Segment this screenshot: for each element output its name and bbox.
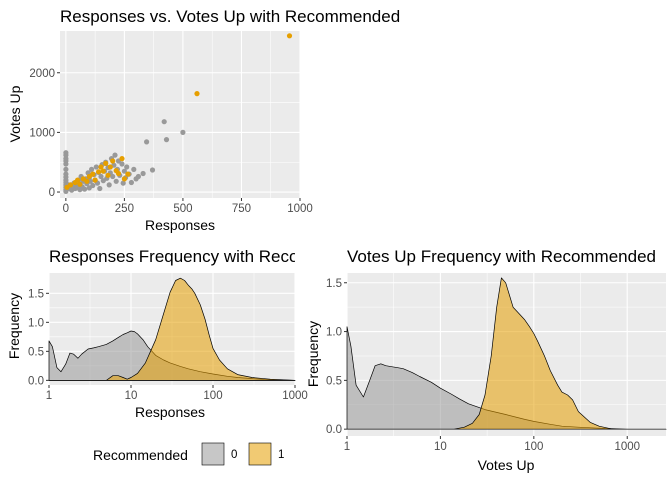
- scatter-point-rec-1: [67, 182, 74, 188]
- scatter-point-rec-1: [92, 177, 98, 183]
- scatter-point-rec-0: [161, 119, 167, 125]
- density-area-rec-1: [48, 277, 296, 381]
- x-tick-label: 750: [232, 203, 251, 215]
- votes-up-density-title: Votes Up Frequency with Recommended: [347, 247, 656, 266]
- x-tick-label: 1: [344, 441, 350, 453]
- x-tick-label: 1: [46, 390, 52, 402]
- scatter-point-rec-0: [90, 182, 96, 189]
- scatter-title: Responses vs. Votes Up with Recommended: [60, 7, 400, 26]
- y-tick-label: 0.0: [28, 375, 44, 387]
- y-tick-label: 1.5: [28, 288, 44, 300]
- legend-label-1: 1: [278, 449, 284, 461]
- scatter-point-rec-0: [89, 166, 95, 172]
- scatter-point-rec-1: [98, 164, 104, 170]
- legend-title: Recommended: [93, 447, 188, 463]
- votes-up-density-areas: [346, 277, 667, 430]
- scatter-point-rec-0: [121, 168, 127, 174]
- x-tick-label: 100: [203, 390, 222, 402]
- scatter-point-rec-1: [119, 156, 125, 162]
- scatter-point-rec-0: [128, 179, 134, 186]
- scatter-point-rec-0: [63, 161, 69, 167]
- scatter-point-rec-0: [63, 166, 69, 172]
- x-tick-label: 0: [63, 203, 69, 215]
- votes-up-density-tick-labels: 1 10 100 1000 0.0 0.5 1.0 1.5: [326, 278, 640, 453]
- x-tick-label: 1000: [287, 203, 313, 215]
- scatter-point-rec-0: [93, 164, 99, 170]
- responses-density-y-axis-title: Frequency: [6, 293, 22, 359]
- scatter-point-rec-0: [106, 182, 112, 188]
- y-tick-label: 1.0: [326, 327, 342, 339]
- responses-density-tick-labels: 1 10 100 1000 0.0 0.5 1.0 1.5: [28, 288, 308, 402]
- scatter-points: [63, 33, 293, 194]
- scatter-point-rec-0: [180, 129, 186, 135]
- x-tick-label: 500: [173, 203, 192, 215]
- responses-density-areas: [48, 277, 296, 381]
- scatter-point-rec-0: [149, 167, 156, 173]
- scatter-point-rec-1: [90, 171, 96, 177]
- responses-density-x-axis-title: Responses: [135, 404, 205, 420]
- scatter-point-rec-1: [96, 169, 102, 175]
- x-tick-label: 100: [524, 441, 543, 453]
- scatter-point-rec-1: [286, 33, 293, 39]
- scatter-point-rec-0: [124, 164, 130, 170]
- scatter-point-rec-1: [84, 178, 90, 184]
- scatter-point-rec-0: [144, 139, 150, 145]
- scatter-point-rec-0: [120, 180, 126, 186]
- scatter-point-rec-0: [63, 188, 69, 194]
- y-tick-label: 0.5: [326, 375, 342, 387]
- scatter-point-rec-1: [75, 177, 81, 183]
- scatter-point-rec-1: [121, 176, 127, 182]
- y-tick-label: 0.5: [28, 346, 44, 358]
- scatter-panel: [60, 31, 300, 198]
- legend-swatch-1: [248, 442, 272, 466]
- scatter-point-rec-1: [107, 164, 113, 170]
- votes-up-density-x-axis-title: Votes Up: [478, 457, 535, 473]
- scatter-point-rec-1: [125, 171, 131, 177]
- scatter-point-rec-0: [113, 178, 119, 184]
- y-tick-label: 0.0: [326, 424, 342, 436]
- y-tick-label: 1000: [29, 127, 55, 139]
- legend-label-0: 0: [231, 449, 237, 461]
- y-tick-label: 2000: [29, 68, 55, 80]
- y-tick-label: 1.5: [326, 278, 342, 290]
- votes-up-density-y-axis-title: Frequency: [305, 321, 321, 387]
- votes-up-density-plot: Votes Up Frequency with Recommended 1 10 1…: [305, 247, 667, 473]
- scatter-point-rec-0: [98, 173, 104, 180]
- scatter-point-rec-1: [194, 91, 200, 97]
- scatter-point-rec-0: [163, 137, 170, 143]
- scatter-point-rec-0: [131, 166, 137, 172]
- y-tick-label: 1.0: [28, 317, 44, 329]
- scatter-point-rec-1: [105, 172, 111, 178]
- scatter-point-rec-1: [103, 160, 109, 166]
- scatter-y-axis-title: Votes Up: [7, 85, 23, 142]
- x-tick-label: 10: [434, 441, 447, 453]
- scatter-x-axis-title: Responses: [145, 217, 215, 233]
- scatter-point-rec-0: [97, 185, 103, 192]
- scatter-point-rec-0: [112, 152, 118, 158]
- scatter-point-rec-0: [82, 186, 88, 192]
- responses-density-title: Responses Frequency with Recommended: [49, 247, 374, 266]
- scatter-tick-labels: 0 250 500 750 1000 0 1000 2000: [29, 68, 312, 215]
- density-area-rec-1: [346, 277, 667, 430]
- scatter-point-rec-1: [115, 170, 122, 177]
- scatter-point-rec-0: [110, 173, 116, 180]
- x-tick-label: 250: [115, 203, 134, 215]
- y-tick-label: 0: [49, 187, 55, 199]
- scatter-point-rec-0: [119, 161, 125, 167]
- scatter-gridlines: [60, 31, 301, 198]
- x-tick-label: 1000: [282, 390, 308, 402]
- scatter-point-rec-1: [110, 158, 116, 164]
- legend-swatch-0: [201, 442, 225, 466]
- legend: Recommended 0 1: [93, 442, 284, 466]
- scatter-point-rec-1: [77, 181, 83, 187]
- x-tick-label: 1000: [614, 441, 640, 453]
- scatter-point-rec-0: [140, 170, 146, 177]
- responses-density-plot: Responses Frequency with Recommended 1 10…: [6, 247, 374, 420]
- scatter-point-rec-0: [135, 173, 141, 180]
- scatter-plot: Responses vs. Votes Up with Recommended …: [7, 7, 400, 233]
- x-tick-label: 10: [125, 390, 138, 402]
- scatter-point-rec-1: [100, 168, 106, 174]
